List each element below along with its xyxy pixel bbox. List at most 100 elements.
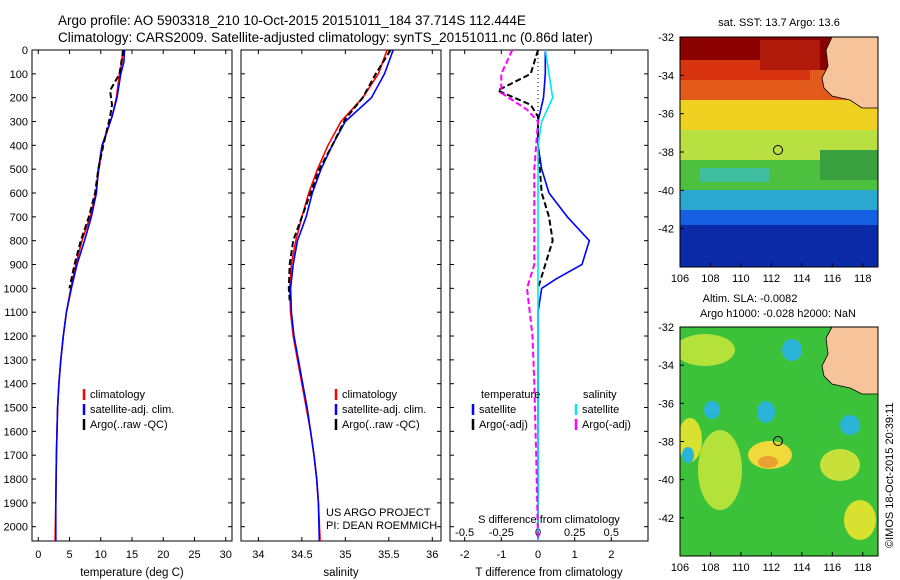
argo-float-marker [773,145,783,155]
y-tick-label: 1800 [4,474,28,486]
x-tick-label: 34.5 [291,549,312,561]
s-axis-label: S difference from climatology [478,514,620,526]
x-tick-label: 0 [35,549,41,561]
y-tick-label: 800 [10,236,28,248]
plot-frame [31,49,233,542]
x-tick-label: 0 [535,549,541,561]
s-tick-label: -0.5 [455,527,474,539]
map-x-tick-label: 106 [671,273,689,285]
temperature-panel: 0100200300400500600700800900100011001200… [4,45,233,579]
legend-title-salinity: salinity [583,389,617,401]
series-line-argo---raw--qc- [287,49,392,301]
watermark: ©IMOS 18-Oct-2015 20:39:11 [884,403,896,548]
map-y-tick-label: -36 [658,398,674,410]
x-tick-label: 35 [339,549,351,561]
legend-label: satellite-adj. clim. [342,404,426,416]
legend-label: Argo(-adj) [479,419,528,431]
y-tick-label: 200 [10,93,28,105]
x-axis-label: temperature (deg C) [80,567,184,579]
map-y-tick-label: -40 [658,475,674,487]
y-tick-label: 400 [10,140,28,152]
sla-map-field [680,327,878,556]
sla-map-title: Altim. SLA: -0.0082 [703,293,798,305]
y-tick-label: 1700 [4,450,28,462]
legend-label: satellite-adj. clim. [90,404,174,416]
map-y-tick-label: -32 [658,32,674,44]
legend-label: climatology [90,389,146,401]
series-line-argo---raw--qc- [68,49,125,289]
y-tick-label: 1200 [4,331,28,343]
y-tick-label: 1300 [4,355,28,367]
header-line1: Argo profile: AO 5903318_210 10-Oct-2015… [58,13,526,28]
y-tick-label: 1900 [4,498,28,510]
map-y-tick-label: -32 [658,322,674,334]
map-x-tick-label: 118 [854,273,872,285]
map-x-tick-label: 106 [671,562,689,574]
x-axis-label: T difference from climatology [475,567,622,579]
y-tick-label: 1100 [4,307,28,319]
y-tick-label: 100 [10,69,28,81]
y-tick-label: 1000 [4,283,28,295]
map-y-tick-label: -42 [658,513,674,525]
legend-title-temperature: temperature [481,389,540,401]
header-line2: Climatology: CARS2009. Satellite-adjuste… [58,30,593,45]
map-x-tick-label: 114 [793,562,811,574]
map-x-tick-label: 116 [824,273,842,285]
legend-label: Argo(..raw -QC) [342,419,420,431]
x-axis-label: salinity [323,567,358,579]
map-y-tick-label: -38 [658,147,674,159]
x-tick-label: 36 [426,549,438,561]
plot-frame [240,49,442,542]
project-annotation: US ARGO PROJECT [326,507,431,519]
salinity-panel: 34 34.5 35 35.5 36 salinity climatology satelli… [240,49,442,579]
y-tick-label: 900 [10,260,28,272]
map-x-tick-label: 110 [732,562,750,574]
legend-label: Argo(-adj) [582,419,631,431]
legend-label: Argo(..raw -QC) [90,419,168,431]
map-y-tick-label: -34 [658,70,674,82]
series-line-satellite-adj--clim- [54,49,126,541]
x-tick-label: 1 [572,549,578,561]
x-tick-label: -1 [496,549,506,561]
argo-float-marker-sla [773,436,783,446]
sst-map: sat. SST: 13.7 Argo: 13.6 106 108 110 112 11… [658,17,879,285]
map-y-tick-label: -34 [658,360,674,372]
x-tick-label: 35.5 [378,549,399,561]
series-line-satellite [537,50,591,541]
x-tick-label: 5 [66,549,72,561]
sst-map-title: sat. SST: 13.7 Argo: 13.6 [718,17,840,29]
legend-label: satellite [479,404,516,416]
x-tick-label: 25 [188,549,200,561]
map-y-tick-label: -36 [658,109,674,121]
legend-label: satellite [582,404,619,416]
s-tick-label: -0.25 [489,527,514,539]
land-australia-sla [821,327,878,395]
s-tick-label: 0.5 [604,527,619,539]
y-tick-label: 500 [10,164,28,176]
s-tick-label: 0.25 [564,527,585,539]
map-x-tick-label: 114 [793,273,811,285]
map-x-tick-label: 108 [701,273,719,285]
map-x-tick-label: 108 [701,562,719,574]
legend-label: climatology [342,389,398,401]
y-tick-label: 1600 [4,426,28,438]
y-tick-label: 0 [22,45,28,57]
difference-panel: -2 -1 0 1 2 T difference from climatology -0.5… [449,49,649,579]
plot-frame [449,49,649,542]
x-tick-label: 20 [157,549,169,561]
land-australia [821,37,878,109]
map-y-tick-label: -38 [658,437,674,449]
map-x-tick-label: 110 [732,273,750,285]
map-y-tick-label: -40 [658,185,674,197]
map-x-tick-label: 118 [854,562,872,574]
sst-map-field [680,37,878,267]
map-x-tick-label: 112 [763,273,781,285]
x-tick-label: 15 [126,549,138,561]
map-x-tick-label: 112 [763,562,781,574]
sla-map-subtitle: Argo h1000: -0.028 h2000: NaN [700,308,856,320]
y-tick-label: 600 [10,188,28,200]
sla-map: Altim. SLA: -0.0082 Argo h1000: -0.028 h… [658,293,879,574]
series-line-satellite [537,49,554,541]
y-tick-label: 300 [10,117,28,129]
